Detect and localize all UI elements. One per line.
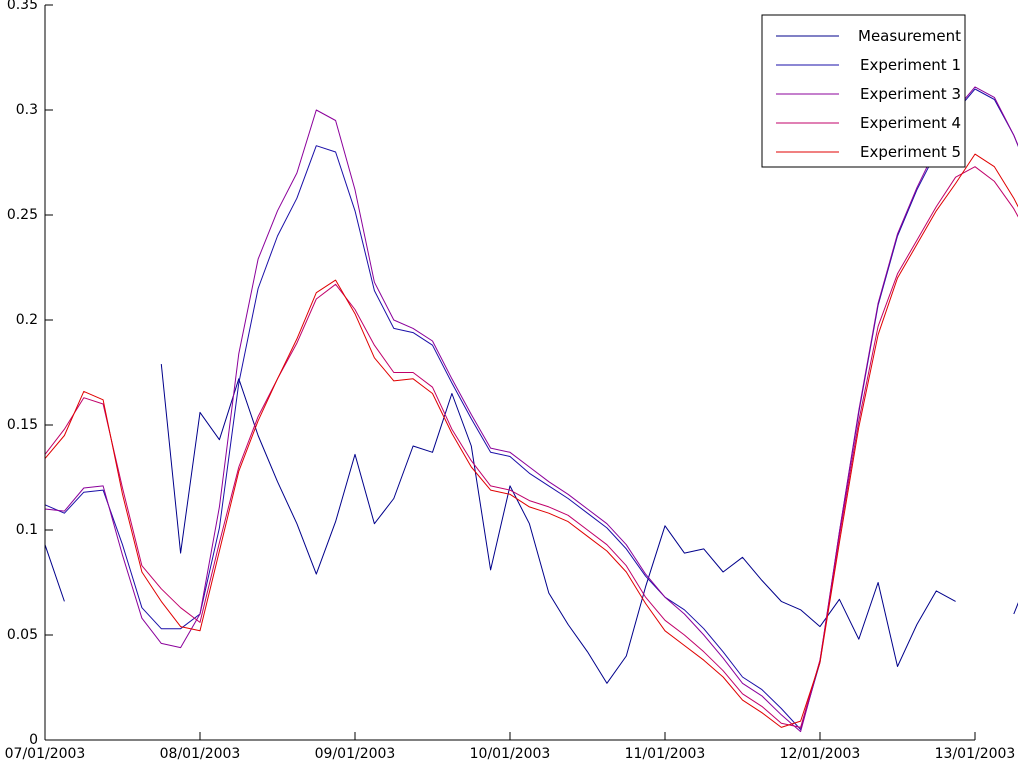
legend-label: Experiment 1 bbox=[860, 56, 961, 74]
legend-label: Experiment 5 bbox=[860, 143, 961, 161]
legend-item: Experiment 4 bbox=[776, 114, 961, 132]
series-5 bbox=[44, 153, 1018, 728]
series-1 bbox=[44, 364, 1018, 684]
x-tick-label: 08/01/2003 bbox=[160, 746, 241, 762]
y-tick-label: 0.15 bbox=[7, 417, 38, 433]
series-line bbox=[44, 153, 1018, 728]
y-tick-label: 0.05 bbox=[7, 627, 38, 643]
legend: Measurement Experiment 1 Experiment 3 Exper… bbox=[761, 14, 966, 168]
x-tick-label: 10/01/2003 bbox=[470, 746, 551, 762]
series-line bbox=[44, 166, 1018, 728]
legend-items: Measurement Experiment 1 Experiment 3 Exper… bbox=[776, 27, 961, 161]
x-tick-label: 12/01/2003 bbox=[780, 746, 861, 762]
x-tick-label: 11/01/2003 bbox=[625, 746, 706, 762]
y-tick-label: 0.35 bbox=[7, 0, 38, 13]
legend-item: Measurement bbox=[776, 27, 961, 45]
legend-label: Experiment 4 bbox=[860, 114, 961, 132]
legend-label: Experiment 3 bbox=[860, 85, 961, 103]
x-tick-label: 07/01/2003 bbox=[5, 746, 86, 762]
y-tick-label: 0.2 bbox=[16, 312, 38, 328]
y-tick-label: 0.25 bbox=[7, 207, 38, 223]
legend-item: Experiment 1 bbox=[776, 56, 961, 74]
legend-item: Experiment 3 bbox=[776, 85, 961, 103]
series-line bbox=[44, 364, 1018, 684]
y-tick-label: 0.3 bbox=[16, 102, 38, 118]
x-tick-label: 09/01/2003 bbox=[315, 746, 396, 762]
series-line bbox=[44, 86, 1018, 733]
legend-label: Measurement bbox=[858, 27, 961, 45]
y-tick-label: 0 bbox=[29, 732, 38, 748]
ticks: 0 0.05 0.1 0.15 0.2 0.25 0.3 0.35 07/01/2003 08/0… bbox=[5, 0, 1016, 762]
legend-box bbox=[761, 14, 966, 168]
series-4 bbox=[44, 166, 1018, 728]
x-tick-label: 13/01/2003 bbox=[935, 746, 1016, 762]
y-tick-label: 0.1 bbox=[16, 522, 38, 538]
series-3 bbox=[44, 86, 1018, 733]
series-layer bbox=[44, 86, 1018, 733]
legend-item: Experiment 5 bbox=[776, 143, 961, 161]
